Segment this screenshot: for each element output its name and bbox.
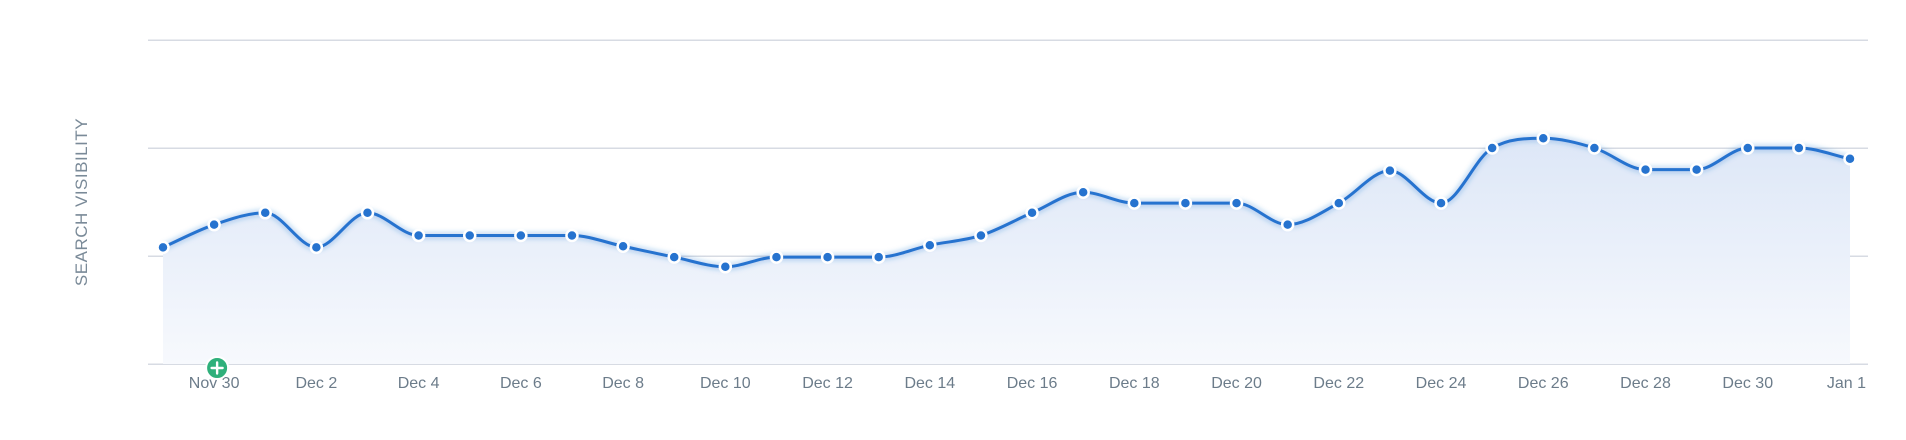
x-tick-label: Jan 1 xyxy=(1827,375,1866,392)
x-tick-label: Dec 22 xyxy=(1313,375,1364,392)
data-point[interactable]: Dec 13 xyxy=(871,250,886,264)
data-point[interactable]: Dec 2 xyxy=(309,240,324,255)
data-point[interactable]: Dec 31 xyxy=(1792,141,1806,155)
data-point[interactable]: Dec 19 xyxy=(1178,196,1193,210)
data-point[interactable]: Nov 29 xyxy=(156,240,170,255)
data-point[interactable]: Dec 14 xyxy=(923,238,937,252)
data-point[interactable]: Dec 8 xyxy=(616,239,630,254)
data-point[interactable]: Dec 30 xyxy=(1741,141,1755,155)
data-point[interactable]: Nov 30 xyxy=(207,217,221,232)
x-tick-label: Dec 20 xyxy=(1211,375,1262,392)
data-point[interactable]: Dec 5 xyxy=(462,228,477,243)
data-points: Nov 29 Nov 30 Dec 1 Dec 2 Dec 3 Dec 4 Dec 5 Dec… xyxy=(156,131,1857,274)
data-point[interactable]: Dec 28 xyxy=(1638,162,1653,177)
x-tick-label: Dec 12 xyxy=(802,375,853,392)
x-tick-label: Dec 10 xyxy=(700,375,751,392)
x-tick-label: Dec 6 xyxy=(500,375,542,392)
series-area xyxy=(163,138,1850,364)
data-point[interactable]: Dec 17 xyxy=(1076,185,1090,200)
x-tick-label: Dec 2 xyxy=(295,375,337,392)
x-tick-label: Dec 24 xyxy=(1416,375,1467,392)
plus-glyph xyxy=(210,361,224,375)
data-point[interactable]: Dec 20 xyxy=(1229,196,1244,210)
data-point[interactable]: Dec 6 xyxy=(514,228,528,243)
data-point[interactable]: Dec 21 xyxy=(1280,217,1295,232)
x-axis-ticks: Nov 30 Dec 2 Dec 4 Dec 6 Dec 8 Dec 10 Dec 12 De… xyxy=(189,375,1866,392)
y-axis-label: SEARCH VISIBILITY xyxy=(72,118,91,286)
data-point[interactable]: Dec 25 xyxy=(1485,141,1499,155)
x-tick-label: Nov 30 xyxy=(189,375,240,392)
data-point[interactable]: Dec 29 xyxy=(1689,162,1704,177)
data-point[interactable]: Dec 11 xyxy=(769,250,784,264)
data-point[interactable]: Dec 22 xyxy=(1332,196,1346,210)
data-point[interactable]: Dec 7 xyxy=(565,228,579,243)
data-point[interactable]: Dec 3 xyxy=(360,206,375,220)
x-tick-label: Dec 30 xyxy=(1722,375,1773,392)
x-tick-label: Dec 14 xyxy=(904,375,955,392)
data-point[interactable]: Jan 1 xyxy=(1843,152,1857,166)
data-point[interactable]: Dec 23 xyxy=(1383,163,1397,178)
data-point[interactable]: Dec 24 xyxy=(1434,196,1448,210)
data-point[interactable]: Dec 18 xyxy=(1127,196,1142,210)
data-point[interactable]: Dec 9 xyxy=(667,250,681,264)
data-point[interactable]: Dec 27 xyxy=(1587,141,1602,155)
data-point[interactable]: Dec 16 xyxy=(1025,206,1039,220)
plus-icon[interactable] xyxy=(205,356,230,380)
x-tick-label: Dec 4 xyxy=(398,375,440,392)
annotations xyxy=(205,356,230,380)
x-tick-label: Dec 8 xyxy=(602,375,644,392)
x-tick-label: Dec 18 xyxy=(1109,375,1160,392)
data-point[interactable]: Dec 26 xyxy=(1536,131,1551,146)
x-tick-label: Dec 28 xyxy=(1620,375,1671,392)
data-point[interactable]: Dec 10 xyxy=(718,260,733,274)
x-tick-label: Dec 16 xyxy=(1007,375,1058,392)
x-tick-label: Dec 26 xyxy=(1518,375,1569,392)
data-point[interactable]: Dec 4 xyxy=(411,228,426,243)
series-line xyxy=(161,136,1852,269)
data-point[interactable]: Dec 1 xyxy=(258,206,272,220)
data-point[interactable]: Dec 12 xyxy=(820,250,835,264)
data-point[interactable]: Dec 15 xyxy=(974,228,988,243)
